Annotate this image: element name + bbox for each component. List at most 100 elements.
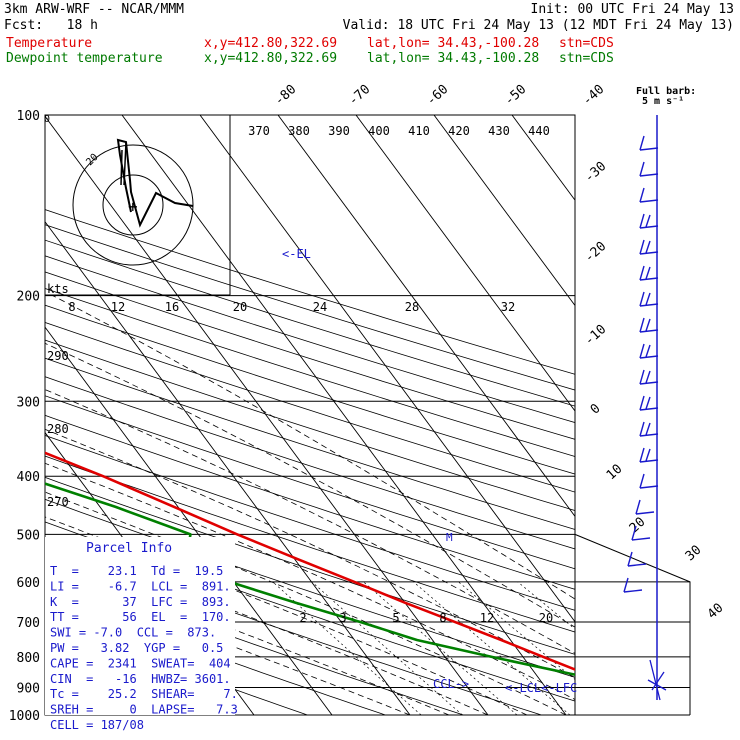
dry-adiabat — [45, 209, 575, 375]
parcel-row: CIN = -16 HWBZ= 3601. — [50, 672, 231, 686]
dry-adiabat — [45, 476, 575, 655]
wind-barb-flag — [645, 422, 651, 436]
parcel-row: K = 37 LFC = 893. — [50, 595, 231, 609]
dry-adiabat — [45, 593, 387, 715]
temperature-trace — [45, 451, 575, 671]
latlon-dew: lat,lon= 34.43,-100.28 — [367, 51, 540, 66]
wind-barb — [639, 355, 659, 359]
dry-adiabat — [45, 271, 575, 440]
isotherm-label: -80 — [272, 82, 299, 109]
wind-barb — [631, 537, 651, 541]
parcel-info-box: Parcel Info T = 23.1 Td = 19.5LI = -6.7 L… — [45, 537, 238, 732]
dry-adiabat — [45, 434, 575, 611]
theta-label: 390 — [328, 124, 350, 138]
isotherm-line — [511, 115, 575, 201]
mixing-ratio-label: 2 — [299, 611, 306, 625]
mixing-ratio-label: 3 — [339, 611, 346, 625]
full-barb-unit: 5 m s⁻¹ — [642, 96, 684, 107]
wind-barb-flag — [645, 448, 651, 462]
dry-adiabat — [45, 395, 575, 570]
isotherm-label: 10 — [604, 462, 626, 484]
dry-adiabat — [45, 568, 465, 715]
dry-adiabat — [45, 498, 575, 678]
wind-barb — [639, 303, 659, 307]
lcl-lfc-label: <-LCL<-LFC — [505, 681, 577, 695]
temperature-legend: Temperature — [6, 36, 93, 51]
wind-barb-flag — [639, 395, 645, 411]
kts-label: kts — [47, 282, 69, 296]
hodo-ring — [102, 174, 164, 236]
parcel-row: CAPE = 2341 SWEAT= 404 — [50, 656, 231, 670]
forecast-hour: Fcst: 18 h — [4, 18, 98, 33]
wind-barb-flag — [639, 317, 645, 333]
isotherm-line — [355, 115, 575, 412]
dry-adiabat — [45, 239, 575, 407]
pressure-label: 700 — [17, 616, 40, 631]
wind-barb-flag — [639, 187, 645, 203]
dewpoint-trace — [45, 482, 575, 677]
dry-adiabat — [45, 287, 575, 457]
theta-label: 440 — [528, 124, 550, 138]
wind-barb-flag — [635, 499, 641, 515]
wind-barb — [639, 147, 659, 151]
wind-barb-flag — [639, 213, 645, 229]
theta-side-label: 270 — [47, 495, 69, 509]
wind-barb — [639, 277, 659, 281]
pressure-label: 600 — [17, 576, 40, 591]
isotherm-label: -40 — [580, 82, 607, 109]
low-level-barbs — [647, 659, 667, 701]
hodo-origin: + — [128, 197, 138, 216]
parcel-row: LI = -6.7 LCL = 891. — [50, 579, 231, 593]
wind-barb-flag — [639, 135, 645, 151]
parcel-title: Parcel Info — [86, 541, 172, 556]
sounding-traces — [45, 451, 575, 677]
wind-barb — [639, 433, 659, 437]
wind-barb-flag — [645, 344, 651, 358]
isotherm-label: -20 — [582, 239, 609, 266]
hodo-corner-label: 20 — [84, 152, 100, 168]
parcel-row: PW = 3.82 YGP = 0.5 — [50, 641, 223, 655]
parcel-box-bg — [45, 537, 235, 715]
mixing-ratio-line — [363, 581, 518, 715]
isotherm-label: 20 — [627, 515, 649, 537]
station-dew: stn=CDS — [559, 51, 614, 66]
wind-barb — [623, 589, 643, 593]
wind-barb — [639, 485, 659, 489]
pressure-label: 100 — [17, 109, 40, 124]
wind-barb-flag — [639, 447, 645, 463]
hodo-corner-label: 0 — [44, 114, 50, 125]
wind-barb-flag — [639, 421, 645, 437]
wind-barb-flag — [627, 551, 633, 567]
theta-label: 380 — [288, 124, 310, 138]
wind-barb-flag — [645, 240, 651, 254]
init-time: Init: 00 UTC Fri 24 May 13 — [530, 2, 735, 17]
wind-barbs: Full barb:5 m s⁻¹ — [623, 86, 696, 701]
dry-adiabat — [45, 414, 575, 590]
pressure-label: 900 — [17, 682, 40, 697]
dry-adiabat — [45, 339, 575, 511]
frame-slant — [574, 533, 691, 715]
isotherm-line — [199, 115, 575, 623]
wind-barb — [639, 381, 659, 385]
wind-barb-flag — [645, 292, 651, 306]
latlon-temp: lat,lon= 34.43,-100.28 — [367, 36, 540, 51]
el-label: <-EL — [282, 247, 311, 261]
wind-barb — [635, 511, 655, 515]
dewpoint-legend: Dewpoint temperature — [6, 51, 163, 66]
wind-barb — [639, 329, 659, 333]
dry-adiabat — [45, 255, 575, 423]
isotherm-label: -50 — [502, 82, 529, 109]
parcel-row: SWI = -7.0 CCL = 873. — [50, 626, 216, 640]
wind-barb-flag — [639, 369, 645, 385]
pressure-label: 200 — [17, 290, 40, 305]
hodo-ring-label: 24 — [313, 300, 327, 314]
wind-barb — [639, 173, 659, 177]
pressure-label: 1000 — [9, 709, 40, 724]
isotherm-label: -60 — [424, 82, 451, 109]
valid-time: Valid: 18 UTC Fri 24 May 13 (12 MDT Fri … — [342, 18, 734, 33]
hodo-ring-label: 20 — [233, 300, 247, 314]
hodo-ring-label: 16 — [165, 300, 179, 314]
isotherm-label: -10 — [582, 322, 609, 349]
